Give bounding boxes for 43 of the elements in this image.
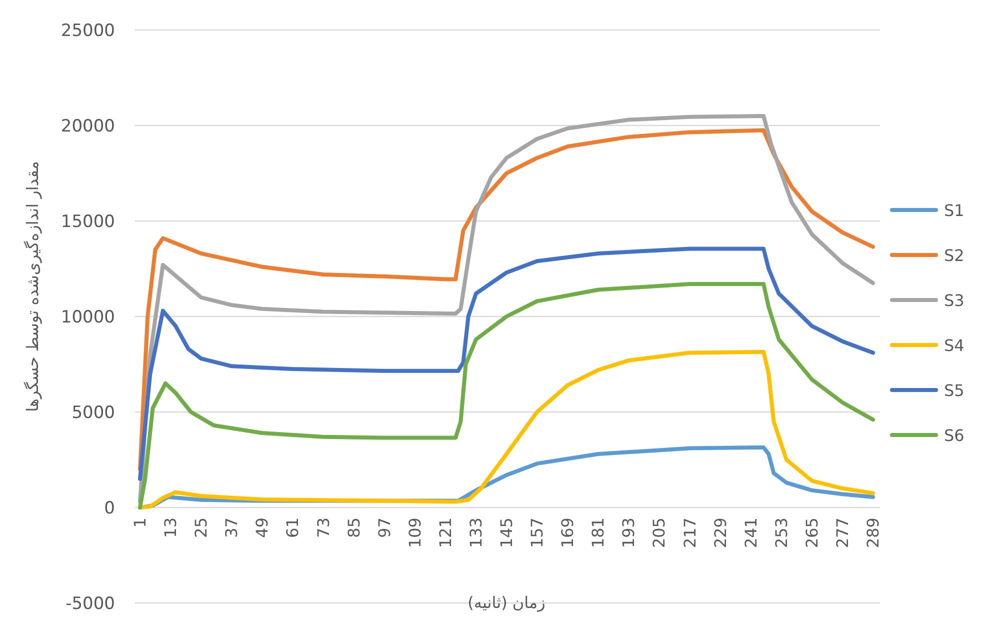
x-tick-label: 1	[130, 518, 150, 528]
line-series	[138, 282, 875, 510]
x-tick-label: 205	[650, 518, 669, 548]
x-tick-label: 109	[405, 518, 424, 548]
x-tick-label: 73	[314, 518, 333, 538]
y-tick-label: 10000	[60, 308, 115, 328]
y-tick-label: 20000	[60, 116, 115, 136]
x-tick-label: 169	[558, 518, 578, 548]
legend-label: S2	[944, 246, 964, 265]
legend-label: S3	[944, 291, 964, 310]
legend-label: S6	[944, 426, 964, 445]
x-tick-label: 37	[222, 518, 242, 538]
x-tick-label: 61	[283, 518, 302, 538]
legend-label: S4	[944, 336, 964, 355]
y-tick-label: 25000	[60, 21, 115, 41]
legend-label: S5	[944, 381, 964, 400]
y-tick-label: -5000	[66, 594, 115, 614]
x-tick-label: 289	[864, 518, 882, 548]
x-tick-label: 265	[802, 518, 822, 548]
x-tick-label: 241	[741, 518, 760, 548]
line-series	[138, 246, 875, 481]
x-tick-label: 97	[374, 518, 394, 538]
x-tick-label: 49	[252, 518, 272, 538]
x-tick-label: 25	[192, 518, 211, 538]
x-tick-label: 253	[772, 518, 791, 548]
x-tick-label: 145	[497, 518, 516, 548]
x-tick-label: 157	[528, 518, 547, 548]
x-axis-title: زمان (ثانیه)	[468, 593, 546, 612]
x-tick-label: 85	[344, 518, 364, 538]
x-tick-label: 277	[832, 518, 852, 548]
x-tick-label: 133	[466, 518, 486, 548]
x-tick-label: 229	[710, 518, 730, 548]
y-tick-label: 5000	[72, 403, 115, 423]
x-tick-label: 181	[588, 518, 608, 548]
legend-label: S1	[944, 201, 964, 220]
x-tick-label: 217	[680, 518, 700, 548]
y-tick-label: 15000	[60, 212, 115, 232]
y-axis-title: مقدار اندازه‌گیری‌شده توسط حسگرها	[23, 161, 42, 412]
x-tick-label: 121	[436, 518, 455, 548]
x-tick-label: 193	[619, 518, 638, 548]
line-series	[138, 350, 875, 510]
x-tick-label: 13	[161, 518, 180, 538]
y-tick-label: 0	[104, 498, 115, 518]
